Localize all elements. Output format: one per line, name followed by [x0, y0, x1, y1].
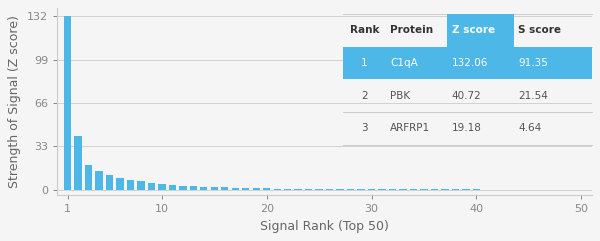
Bar — [148, 183, 155, 190]
Bar — [420, 189, 428, 190]
Bar — [158, 184, 166, 190]
Bar — [242, 188, 250, 190]
Text: C1qA: C1qA — [390, 58, 418, 68]
Text: 40.72: 40.72 — [452, 91, 481, 101]
Bar — [316, 189, 323, 190]
Bar — [337, 189, 344, 190]
Bar — [64, 16, 71, 190]
Bar — [95, 171, 103, 190]
Text: Protein: Protein — [390, 25, 433, 35]
Text: 4.64: 4.64 — [518, 123, 542, 133]
Bar — [200, 187, 208, 190]
Bar — [343, 47, 592, 79]
Bar — [169, 185, 176, 190]
Bar — [263, 188, 271, 190]
Bar — [274, 188, 281, 190]
Text: 21.54: 21.54 — [518, 91, 548, 101]
Bar — [483, 189, 491, 190]
Bar — [368, 189, 375, 190]
Bar — [232, 188, 239, 190]
Bar — [284, 189, 292, 190]
Text: Z score: Z score — [452, 25, 495, 35]
Bar — [448, 14, 514, 47]
Bar — [106, 175, 113, 190]
Bar — [452, 189, 459, 190]
Bar — [253, 188, 260, 190]
Bar — [127, 180, 134, 190]
Text: 19.18: 19.18 — [452, 123, 481, 133]
Bar — [85, 165, 92, 190]
Bar — [410, 189, 417, 190]
Bar — [400, 189, 407, 190]
Bar — [305, 189, 312, 190]
Text: 1: 1 — [361, 58, 368, 68]
Text: S score: S score — [518, 25, 562, 35]
Bar — [326, 189, 333, 190]
Bar — [211, 187, 218, 190]
Bar — [295, 189, 302, 190]
Bar — [116, 178, 124, 190]
Text: PBK: PBK — [390, 91, 410, 101]
Bar — [441, 189, 449, 190]
Text: 3: 3 — [361, 123, 368, 133]
Bar — [379, 189, 386, 190]
Bar — [347, 189, 354, 190]
Text: Rank: Rank — [350, 25, 379, 35]
Bar — [462, 189, 470, 190]
Bar — [494, 189, 501, 190]
Text: 2: 2 — [361, 91, 368, 101]
Y-axis label: Strength of Signal (Z score): Strength of Signal (Z score) — [8, 15, 22, 188]
Bar — [221, 187, 229, 190]
Bar — [431, 189, 438, 190]
Bar — [389, 189, 396, 190]
Bar — [358, 189, 365, 190]
Bar — [190, 186, 197, 190]
Text: 91.35: 91.35 — [518, 58, 548, 68]
X-axis label: Signal Rank (Top 50): Signal Rank (Top 50) — [260, 220, 389, 233]
Bar — [179, 186, 187, 190]
Bar — [137, 181, 145, 190]
Bar — [473, 189, 480, 190]
Text: 132.06: 132.06 — [452, 58, 488, 68]
Bar — [74, 136, 82, 190]
Text: ARFRP1: ARFRP1 — [390, 123, 430, 133]
